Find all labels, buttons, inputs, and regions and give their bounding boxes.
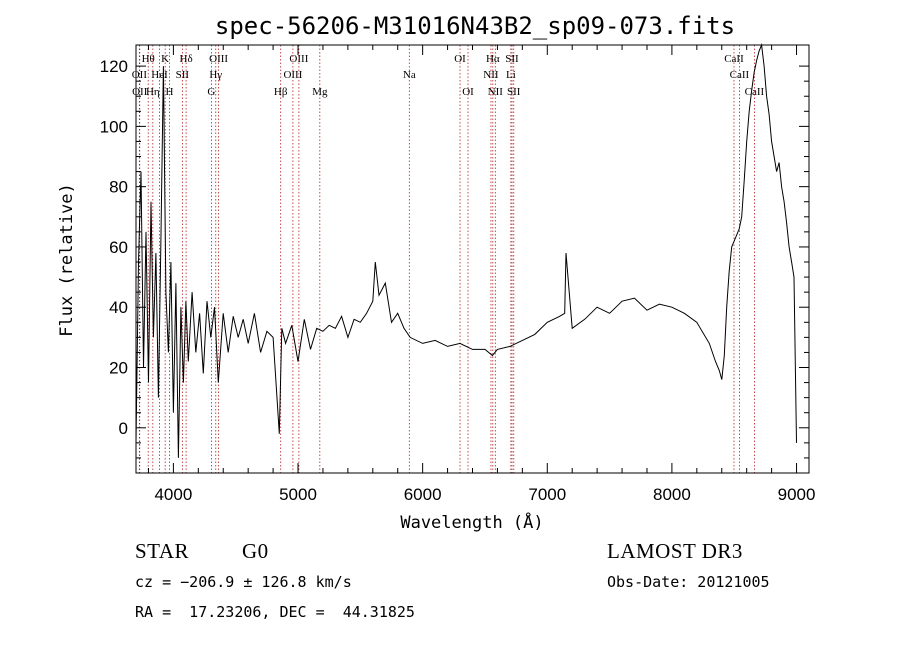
line-label: Hβ bbox=[274, 86, 288, 98]
x-tick-label: 8000 bbox=[653, 485, 691, 504]
y-tick-label: 20 bbox=[109, 359, 128, 378]
x-tick-label: 6000 bbox=[404, 485, 442, 504]
y-tick-label: 80 bbox=[109, 178, 128, 197]
line-label: OI bbox=[454, 53, 466, 65]
line-label: OIII bbox=[289, 53, 308, 65]
line-label: OII bbox=[132, 69, 148, 81]
chart-title: spec-56206-M31016N43B2_sp09-073.fits bbox=[215, 12, 735, 40]
line-label: OI bbox=[462, 86, 474, 98]
line-label: Li bbox=[506, 69, 516, 81]
line-label: H bbox=[166, 86, 174, 98]
line-label: NII bbox=[483, 69, 499, 81]
line-label: K bbox=[161, 53, 169, 65]
x-tick-label: 9000 bbox=[778, 485, 816, 504]
spectrum-line bbox=[135, 43, 797, 458]
line-label: Hα bbox=[486, 53, 500, 65]
line-label: CaII bbox=[745, 86, 765, 98]
line-label: Hγ bbox=[209, 69, 222, 81]
x-tick-label: 5000 bbox=[279, 485, 317, 504]
y-tick-label: 100 bbox=[100, 117, 128, 136]
plot-frame bbox=[135, 44, 810, 474]
y-tick-label: 0 bbox=[119, 419, 128, 438]
x-tick-label: 4000 bbox=[154, 485, 192, 504]
y-tick-label: 60 bbox=[109, 238, 128, 257]
y-tick-label: 40 bbox=[109, 298, 128, 317]
line-label: NII bbox=[488, 86, 504, 98]
line-label: Hδ bbox=[180, 53, 193, 65]
line-label: CaII bbox=[730, 69, 750, 81]
y-axis-label: Flux (relative) bbox=[57, 183, 77, 337]
line-label: SII bbox=[507, 86, 521, 98]
object-class: STAR bbox=[135, 539, 189, 563]
survey-name: LAMOST DR3 bbox=[607, 539, 743, 563]
line-label: Mg bbox=[312, 86, 328, 98]
x-axis-label: Wavelength (Å) bbox=[400, 511, 543, 533]
coordinates: RA = 17.23206, DEC = 44.31825 bbox=[135, 603, 415, 621]
y-tick-label: 120 bbox=[100, 57, 128, 76]
line-label: OIII bbox=[209, 53, 228, 65]
y-axis-ticks: 0 20 40 60 80 100 120 bbox=[100, 57, 809, 459]
line-label: Hη bbox=[146, 86, 160, 98]
line-label: CaII bbox=[724, 53, 744, 65]
redshift-readout: cz = −206.9 ± 126.8 km/s bbox=[135, 573, 352, 591]
line-labels: Hθ K Hδ OIII OIII OI Hα SII CaII OII HeI SII Hγ OIII N… bbox=[132, 53, 765, 98]
obs-date: Obs-Date: 20121005 bbox=[607, 573, 770, 591]
line-label: SII bbox=[505, 53, 519, 65]
x-tick-label: 7000 bbox=[528, 485, 566, 504]
line-label: OIII bbox=[283, 69, 302, 81]
line-label: HeI bbox=[151, 69, 168, 81]
line-label: G bbox=[207, 86, 215, 98]
line-markers bbox=[138, 45, 755, 473]
object-subclass: G0 bbox=[242, 539, 269, 563]
x-axis-ticks: 4000 5000 6000 7000 8000 9000 bbox=[147, 45, 816, 504]
line-label: SII bbox=[176, 69, 190, 81]
line-label: Na bbox=[403, 69, 416, 81]
line-label: Hθ bbox=[142, 53, 155, 65]
